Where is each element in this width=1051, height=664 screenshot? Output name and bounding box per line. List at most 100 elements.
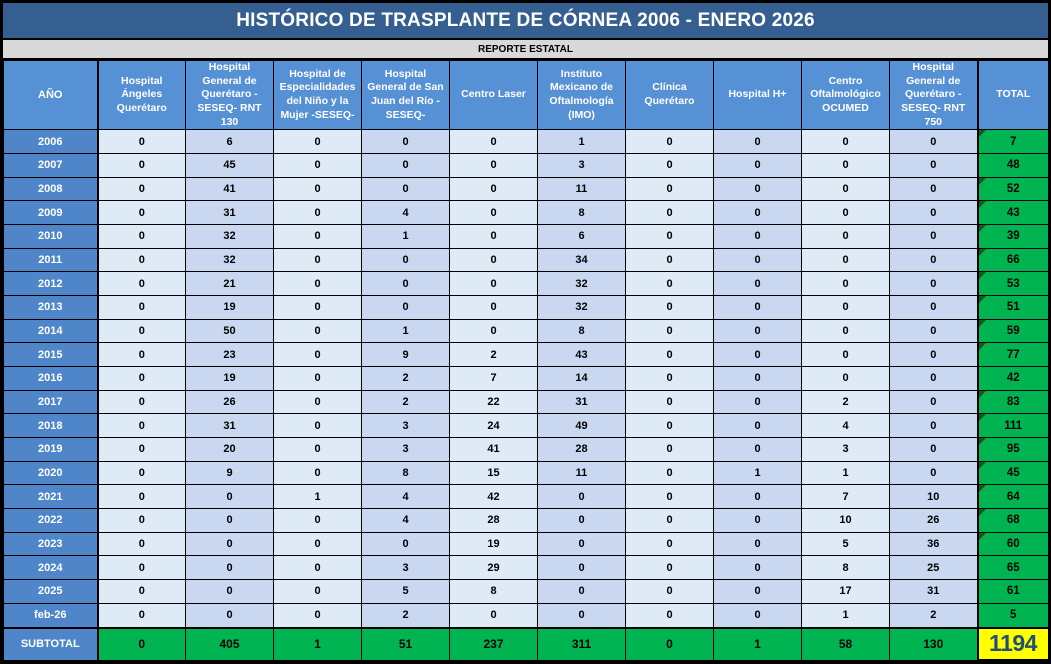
year-cell-2016[interactable]: 2016 xyxy=(3,365,99,391)
value-cell[interactable]: 0 xyxy=(273,531,362,557)
value-cell[interactable]: 0 xyxy=(273,436,362,462)
value-cell[interactable]: 0 xyxy=(273,555,362,580)
value-cell[interactable]: 28 xyxy=(449,507,538,533)
value-cell[interactable]: 1 xyxy=(537,129,626,154)
value-cell[interactable]: 0 xyxy=(97,365,186,391)
value-cell[interactable]: 11 xyxy=(537,176,626,202)
value-cell[interactable]: 0 xyxy=(801,271,890,296)
row-total-cell[interactable]: 59 xyxy=(976,318,1049,344)
value-cell[interactable]: 1 xyxy=(801,460,890,486)
value-cell[interactable]: 0 xyxy=(713,413,802,438)
value-cell[interactable]: 0 xyxy=(889,223,978,249)
value-cell[interactable]: 0 xyxy=(537,602,626,629)
value-cell[interactable]: 8 xyxy=(449,578,538,604)
value-cell[interactable]: 0 xyxy=(713,247,802,273)
value-cell[interactable]: 2 xyxy=(361,389,450,415)
value-cell[interactable]: 2 xyxy=(361,602,450,629)
value-cell[interactable]: 29 xyxy=(449,555,538,580)
value-cell[interactable]: 50 xyxy=(185,318,274,344)
year-cell-2021[interactable]: 2021 xyxy=(3,484,99,509)
value-cell[interactable]: 26 xyxy=(889,507,978,533)
year-cell-2019[interactable]: 2019 xyxy=(3,436,99,462)
value-cell[interactable]: 0 xyxy=(801,342,890,367)
value-cell[interactable]: 0 xyxy=(713,176,802,202)
value-cell[interactable]: 0 xyxy=(625,365,714,391)
value-cell[interactable]: 11 xyxy=(537,460,626,486)
value-cell[interactable]: 0 xyxy=(273,294,362,320)
value-cell[interactable]: 0 xyxy=(449,200,538,225)
value-cell[interactable]: 0 xyxy=(537,578,626,604)
value-cell[interactable]: 0 xyxy=(889,436,978,462)
value-cell[interactable]: 0 xyxy=(273,578,362,604)
year-cell-2014[interactable]: 2014 xyxy=(3,318,99,344)
row-total-cell[interactable]: 61 xyxy=(976,578,1049,604)
value-cell[interactable]: 0 xyxy=(97,436,186,462)
value-cell[interactable]: 31 xyxy=(185,413,274,438)
row-total-cell[interactable]: 95 xyxy=(976,436,1049,462)
value-cell[interactable]: 0 xyxy=(449,152,538,178)
value-cell[interactable]: 0 xyxy=(713,223,802,249)
value-cell[interactable]: 9 xyxy=(361,342,450,367)
value-cell[interactable]: 4 xyxy=(801,413,890,438)
year-cell-2024[interactable]: 2024 xyxy=(3,555,99,580)
value-cell[interactable]: 0 xyxy=(713,507,802,533)
value-cell[interactable]: 2 xyxy=(361,365,450,391)
value-cell[interactable]: 14 xyxy=(537,365,626,391)
value-cell[interactable]: 0 xyxy=(97,342,186,367)
value-cell[interactable]: 0 xyxy=(97,555,186,580)
grand-total-cell[interactable]: 1194 xyxy=(976,626,1050,661)
year-cell-2007[interactable]: 2007 xyxy=(3,152,99,178)
year-cell-2022[interactable]: 2022 xyxy=(3,507,99,533)
value-cell[interactable]: 28 xyxy=(537,436,626,462)
value-cell[interactable]: 0 xyxy=(361,152,450,178)
value-cell[interactable]: 0 xyxy=(625,507,714,533)
column-header-8[interactable]: Hospital H+ xyxy=(713,59,802,131)
column-header-1[interactable]: Hospital Ángeles Querétaro xyxy=(97,59,186,131)
year-cell-2023[interactable]: 2023 xyxy=(3,531,99,557)
value-cell[interactable]: 2 xyxy=(449,342,538,367)
value-cell[interactable]: 0 xyxy=(449,294,538,320)
row-total-cell[interactable]: 43 xyxy=(976,200,1049,225)
row-total-cell[interactable]: 77 xyxy=(976,342,1049,367)
value-cell[interactable]: 0 xyxy=(713,578,802,604)
value-cell[interactable]: 20 xyxy=(185,436,274,462)
row-total-cell[interactable]: 64 xyxy=(976,484,1049,509)
value-cell[interactable]: 7 xyxy=(449,365,538,391)
value-cell[interactable]: 0 xyxy=(801,365,890,391)
value-cell[interactable]: 0 xyxy=(889,365,978,391)
value-cell[interactable]: 0 xyxy=(889,389,978,415)
value-cell[interactable]: 0 xyxy=(889,413,978,438)
column-header-total[interactable]: TOTAL xyxy=(976,59,1049,131)
year-cell-2011[interactable]: 2011 xyxy=(3,247,99,273)
row-total-cell[interactable]: 45 xyxy=(976,460,1049,486)
value-cell[interactable]: 0 xyxy=(97,413,186,438)
value-cell[interactable]: 0 xyxy=(625,200,714,225)
value-cell[interactable]: 0 xyxy=(97,223,186,249)
value-cell[interactable]: 9 xyxy=(185,460,274,486)
row-total-cell[interactable]: 66 xyxy=(976,247,1049,273)
value-cell[interactable]: 0 xyxy=(625,555,714,580)
value-cell[interactable]: 1 xyxy=(273,484,362,509)
row-total-cell[interactable]: 83 xyxy=(976,389,1049,415)
value-cell[interactable]: 0 xyxy=(713,436,802,462)
subtotal-value-cell[interactable]: 237 xyxy=(449,626,538,661)
year-cell-2018[interactable]: 2018 xyxy=(3,413,99,438)
value-cell[interactable]: 0 xyxy=(713,342,802,367)
value-cell[interactable]: 0 xyxy=(361,247,450,273)
value-cell[interactable]: 0 xyxy=(713,294,802,320)
value-cell[interactable]: 0 xyxy=(801,294,890,320)
value-cell[interactable]: 0 xyxy=(625,460,714,486)
value-cell[interactable]: 19 xyxy=(185,294,274,320)
column-header-5[interactable]: Centro Laser xyxy=(449,59,538,131)
row-total-cell[interactable]: 51 xyxy=(976,294,1049,320)
value-cell[interactable]: 0 xyxy=(361,176,450,202)
value-cell[interactable]: 3 xyxy=(361,413,450,438)
subtotal-value-cell[interactable]: 0 xyxy=(97,626,186,661)
value-cell[interactable]: 3 xyxy=(361,555,450,580)
subtotal-value-cell[interactable]: 405 xyxy=(185,626,274,661)
value-cell[interactable]: 41 xyxy=(185,176,274,202)
value-cell[interactable]: 0 xyxy=(273,507,362,533)
value-cell[interactable]: 0 xyxy=(273,342,362,367)
value-cell[interactable]: 32 xyxy=(185,223,274,249)
value-cell[interactable]: 0 xyxy=(97,531,186,557)
